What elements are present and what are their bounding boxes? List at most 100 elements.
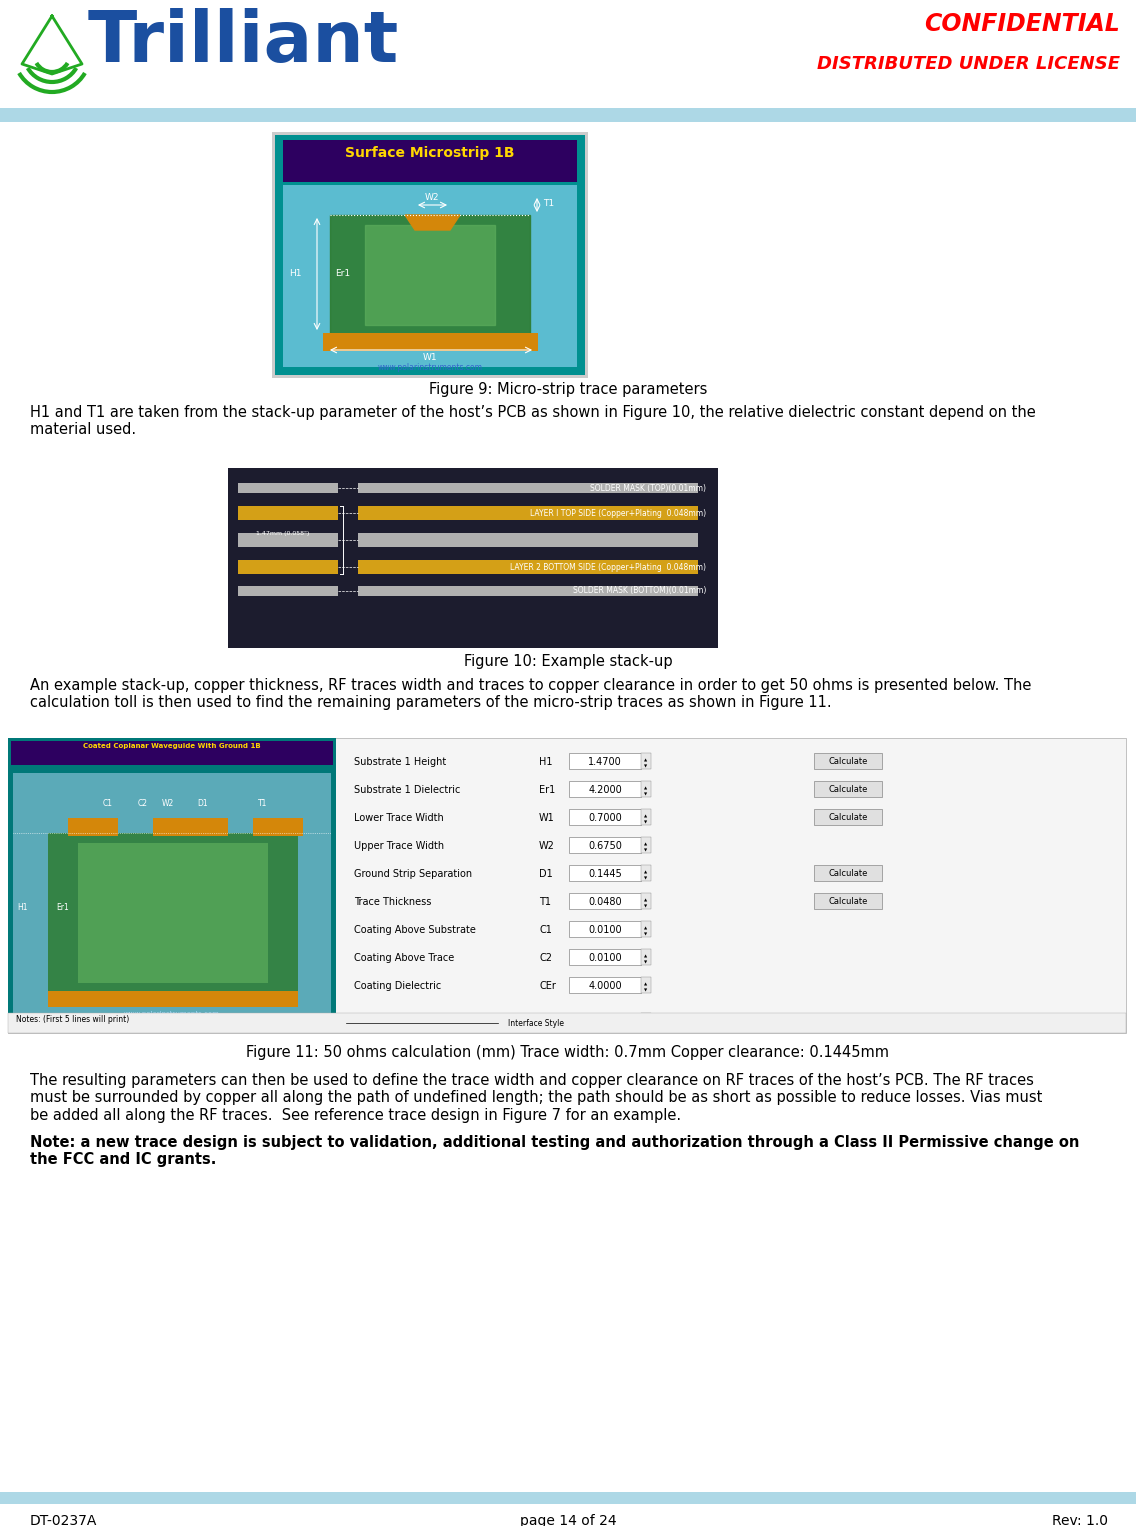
Text: An example stack-up, copper thickness, RF traces width and traces to copper clea: An example stack-up, copper thickness, R… bbox=[30, 678, 1031, 711]
Bar bbox=[815, 781, 882, 797]
Bar bbox=[569, 809, 641, 826]
Text: www.polarinstruments.com: www.polarinstruments.com bbox=[124, 1012, 220, 1016]
Bar bbox=[153, 818, 228, 836]
Bar bbox=[358, 484, 698, 493]
Text: Coating Above Trace: Coating Above Trace bbox=[354, 954, 454, 963]
Text: Calculate: Calculate bbox=[828, 786, 868, 795]
Text: 0.0100: 0.0100 bbox=[588, 954, 621, 963]
Bar bbox=[275, 134, 585, 375]
Text: ▼: ▼ bbox=[644, 819, 648, 824]
Text: Er1: Er1 bbox=[57, 903, 69, 913]
Bar bbox=[239, 586, 339, 597]
Text: Zo: Zo bbox=[538, 1016, 551, 1027]
Text: Calculate: Calculate bbox=[828, 1018, 868, 1027]
Bar bbox=[358, 560, 698, 574]
Polygon shape bbox=[406, 215, 460, 230]
Bar bbox=[641, 865, 651, 881]
Bar bbox=[358, 586, 698, 597]
Bar bbox=[239, 560, 339, 574]
Bar bbox=[12, 774, 331, 1022]
Text: 0.0100: 0.0100 bbox=[588, 925, 621, 935]
Text: ▼: ▼ bbox=[644, 876, 648, 881]
Text: C2: C2 bbox=[137, 798, 148, 807]
Text: Figure 10: Example stack-up: Figure 10: Example stack-up bbox=[463, 655, 673, 668]
Bar bbox=[283, 140, 577, 182]
Text: Impedance: Impedance bbox=[434, 1016, 488, 1027]
Text: ▲: ▲ bbox=[644, 813, 648, 818]
Text: DISTRIBUTED UNDER LICENSE: DISTRIBUTED UNDER LICENSE bbox=[817, 55, 1120, 73]
Text: 4.2000: 4.2000 bbox=[588, 784, 621, 795]
Bar bbox=[641, 809, 651, 826]
Text: ▼: ▼ bbox=[644, 932, 648, 935]
Text: ▼: ▼ bbox=[644, 903, 648, 908]
Text: 1.4700: 1.4700 bbox=[588, 757, 621, 768]
Text: W2: W2 bbox=[538, 841, 554, 852]
Bar bbox=[815, 752, 882, 769]
Text: Trace Thickness: Trace Thickness bbox=[354, 897, 432, 906]
Text: Interface Style: Interface Style bbox=[508, 1019, 563, 1029]
Text: Figure 11: 50 ohms calculation (mm) Trace width: 0.7mm Copper clearance: 0.1445m: Figure 11: 50 ohms calculation (mm) Trac… bbox=[247, 1045, 889, 1061]
Bar bbox=[253, 818, 303, 836]
Text: ▼: ▼ bbox=[644, 987, 648, 992]
Bar bbox=[815, 1013, 882, 1029]
Bar bbox=[641, 922, 651, 937]
Text: page 14 of 24: page 14 of 24 bbox=[519, 1514, 617, 1526]
Text: ▼: ▼ bbox=[644, 765, 648, 768]
Text: 0.1445: 0.1445 bbox=[588, 868, 621, 879]
Bar bbox=[641, 781, 651, 797]
Text: Er1: Er1 bbox=[335, 269, 350, 278]
Text: Figure 9: Micro-strip trace parameters: Figure 9: Micro-strip trace parameters bbox=[428, 382, 708, 397]
Text: C2: C2 bbox=[538, 954, 552, 963]
Text: Trilliant: Trilliant bbox=[87, 8, 399, 76]
Text: DT-0237A: DT-0237A bbox=[30, 1514, 98, 1526]
Bar bbox=[569, 865, 641, 881]
Text: 0.0480: 0.0480 bbox=[588, 897, 621, 906]
Text: Surface Microstrip 1B: Surface Microstrip 1B bbox=[345, 146, 515, 160]
Text: C1: C1 bbox=[538, 925, 552, 935]
Text: Ground Strip Separation: Ground Strip Separation bbox=[354, 868, 473, 879]
Bar bbox=[641, 949, 651, 964]
Bar bbox=[641, 1013, 651, 1029]
Text: Notes: (First 5 lines will print): Notes: (First 5 lines will print) bbox=[16, 1015, 130, 1024]
Text: H1 and T1 are taken from the stack-up parameter of the host’s PCB as shown in Fi: H1 and T1 are taken from the stack-up pa… bbox=[30, 404, 1036, 438]
Text: Er1: Er1 bbox=[538, 784, 556, 795]
Text: T1: T1 bbox=[538, 897, 551, 906]
Bar bbox=[641, 752, 651, 769]
Text: D1: D1 bbox=[198, 798, 208, 807]
Bar bbox=[641, 836, 651, 853]
Bar bbox=[569, 922, 641, 937]
Polygon shape bbox=[329, 215, 531, 336]
Text: Calculate: Calculate bbox=[828, 757, 868, 766]
Bar bbox=[815, 865, 882, 881]
Bar bbox=[239, 533, 339, 546]
Text: W1: W1 bbox=[157, 1018, 169, 1027]
Text: SOLDER MASK (TOP)(0.01mm): SOLDER MASK (TOP)(0.01mm) bbox=[590, 484, 705, 493]
Text: Note: a new trace design is subject to validation, additional testing and author: Note: a new trace design is subject to v… bbox=[30, 1135, 1079, 1167]
Text: The resulting parameters can then be used to define the trace width and copper c: The resulting parameters can then be use… bbox=[30, 1073, 1043, 1123]
Text: ▲: ▲ bbox=[644, 954, 648, 958]
Text: H1: H1 bbox=[18, 903, 28, 913]
Text: ▲: ▲ bbox=[644, 897, 648, 902]
Text: T1: T1 bbox=[258, 798, 268, 807]
Bar bbox=[323, 333, 538, 351]
Text: Substrate 1 Height: Substrate 1 Height bbox=[354, 757, 446, 768]
Bar bbox=[68, 818, 118, 836]
Text: ▲: ▲ bbox=[644, 786, 648, 790]
Text: Calculate: Calculate bbox=[828, 897, 868, 906]
Text: Lower Trace Width: Lower Trace Width bbox=[354, 813, 444, 823]
Bar bbox=[48, 990, 298, 1007]
Bar bbox=[48, 833, 298, 993]
Bar bbox=[815, 809, 882, 826]
Bar bbox=[0, 108, 1136, 122]
Bar bbox=[569, 977, 641, 993]
Text: ▲: ▲ bbox=[644, 758, 648, 761]
Bar bbox=[8, 1013, 1126, 1033]
Text: W2: W2 bbox=[161, 798, 174, 807]
Bar bbox=[569, 752, 641, 769]
Text: 0.7000: 0.7000 bbox=[588, 813, 621, 823]
Bar bbox=[228, 468, 718, 649]
Bar bbox=[641, 893, 651, 909]
Text: SOLDER MASK (BOTTOM)(0.01mm): SOLDER MASK (BOTTOM)(0.01mm) bbox=[573, 586, 705, 595]
Bar bbox=[283, 185, 577, 366]
Text: 4.0000: 4.0000 bbox=[588, 981, 621, 990]
